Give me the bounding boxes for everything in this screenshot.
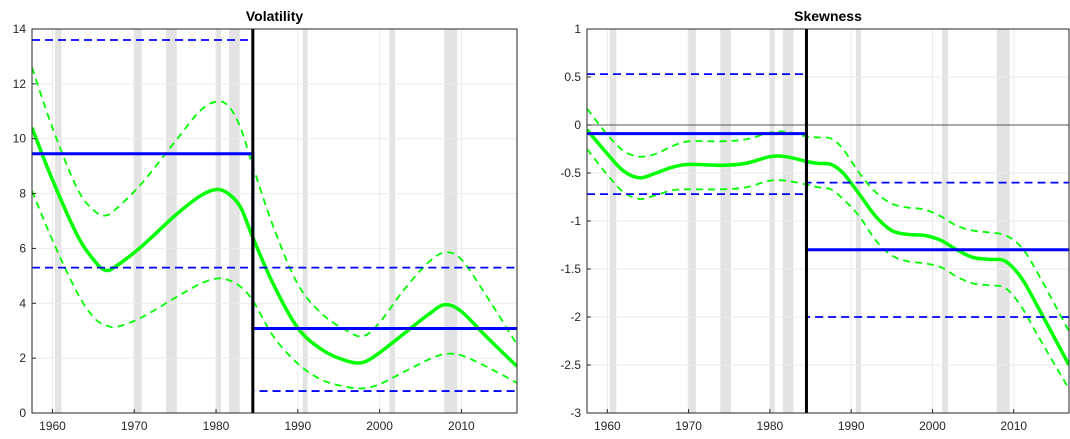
volatility-y-tick-label: 4	[19, 296, 26, 310]
volatility-plot-area	[32, 29, 517, 413]
volatility-series-lower-band	[32, 190, 517, 390]
volatility-y-tick-label: 10	[13, 132, 27, 146]
volatility-y-tick-label: 2	[19, 351, 26, 365]
volatility-panel: 1960 1970 1980 1990 2000 2010 0 2 4 6 8 10 12 14 Volat…	[13, 8, 518, 433]
skewness-y-tick-label: -2	[570, 310, 581, 324]
volatility-x-tick-label: 2010	[448, 419, 475, 433]
skewness-series-estimate	[587, 128, 1069, 366]
volatility-x-tick-label: 1970	[121, 419, 148, 433]
volatility-recession-band	[229, 29, 240, 413]
volatility-recession-band	[302, 29, 308, 413]
volatility-y-tick-label: 0	[19, 406, 26, 420]
volatility-axes-box	[31, 28, 518, 414]
volatility-x-tick-label: 1980	[203, 419, 230, 433]
volatility-recession-band	[389, 29, 396, 413]
volatility-y-tick-label: 12	[13, 77, 27, 91]
skewness-panel: 1960 1970 1980 1990 2000 2010 -3 -2.5 -2 -1.5 -1 -0…	[560, 8, 1070, 433]
skewness-y-tick-label: -1	[570, 214, 581, 228]
skewness-x-tick-label: 2010	[1000, 419, 1027, 433]
volatility-x-tick-label: 1960	[39, 419, 66, 433]
volatility-recession-band	[444, 29, 458, 413]
skewness-y-tick-label: 0.5	[564, 70, 581, 84]
skewness-x-tick-label: 1960	[594, 419, 621, 433]
skewness-x-tick-label: 1980	[757, 419, 784, 433]
volatility-y-tick-label: 14	[13, 22, 27, 36]
volatility-plot-background	[32, 29, 517, 413]
skewness-plot-area	[587, 29, 1069, 413]
volatility-x-tick-label: 1990	[284, 419, 311, 433]
volatility-chart-title: Volatility	[246, 8, 304, 24]
skewness-y-tick-label: -0.5	[560, 166, 581, 180]
skewness-y-tick-label: -2.5	[560, 358, 581, 372]
skewness-series-lower-band	[587, 148, 1069, 390]
volatility-y-tick-label: 8	[19, 187, 26, 201]
skewness-x-tick-label: 1970	[675, 419, 702, 433]
volatility-recession-band	[133, 29, 142, 413]
volatility-series-regime-lower	[32, 266, 517, 392]
skewness-y-tick-label: -3	[570, 406, 581, 420]
volatility-x-tick-label: 2000	[366, 419, 393, 433]
skewness-x-tick-label: 1990	[838, 419, 865, 433]
skewness-chart-title: Skewness	[794, 8, 862, 24]
volatility-recession-band	[216, 29, 221, 413]
volatility-recession-band	[54, 29, 62, 413]
skewness-y-tick-label: -1.5	[560, 262, 581, 276]
volatility-y-tick-label: 6	[19, 241, 26, 255]
skewness-y-tick-label: 0	[574, 118, 581, 132]
skewness-y-tick-label: 1	[574, 22, 581, 36]
skewness-series-upper-band	[587, 108, 1069, 332]
volatility-series-regime-upper	[32, 39, 517, 269]
skewness-x-tick-label: 2000	[919, 419, 946, 433]
